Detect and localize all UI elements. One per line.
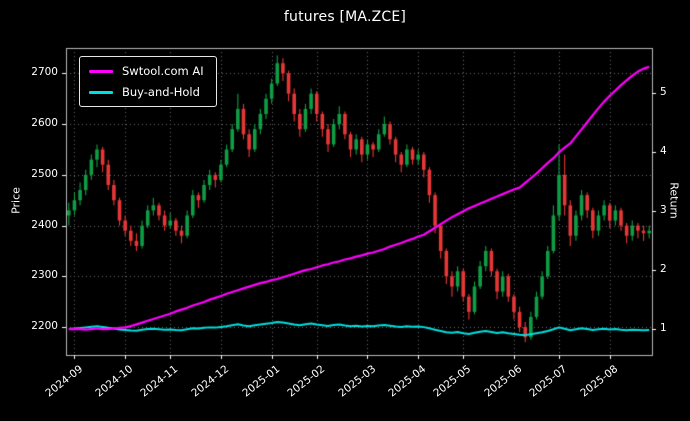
return-tick-label: 3	[660, 204, 667, 217]
legend-item-buyhold: Buy-and-Hold	[89, 85, 204, 99]
chart-title: futures [MA.ZCE]	[283, 9, 407, 25]
return-axis-label: Return	[667, 182, 681, 219]
return-tick-label: 4	[660, 145, 667, 158]
price-tick-label: 2500	[31, 167, 58, 180]
legend-label-ai: Swtool.com AI	[122, 64, 204, 78]
price-tick-label: 2400	[31, 218, 58, 231]
price-tick-label: 2700	[31, 66, 58, 79]
legend: Swtool.com AI Buy-and-Hold	[79, 56, 217, 107]
return-tick-label: 1	[660, 322, 667, 335]
legend-item-ai: Swtool.com AI	[89, 64, 204, 78]
price-tick-label: 2200	[31, 320, 58, 333]
legend-label-buyhold: Buy-and-Hold	[122, 85, 200, 99]
ai-line-swatch-icon	[89, 69, 113, 73]
return-tick-label: 2	[660, 263, 667, 276]
price-tick-label: 2600	[31, 117, 58, 130]
price-tick-label: 2300	[31, 269, 58, 282]
buyhold-line-swatch-icon	[89, 90, 113, 94]
return-tick-label: 5	[660, 86, 667, 99]
